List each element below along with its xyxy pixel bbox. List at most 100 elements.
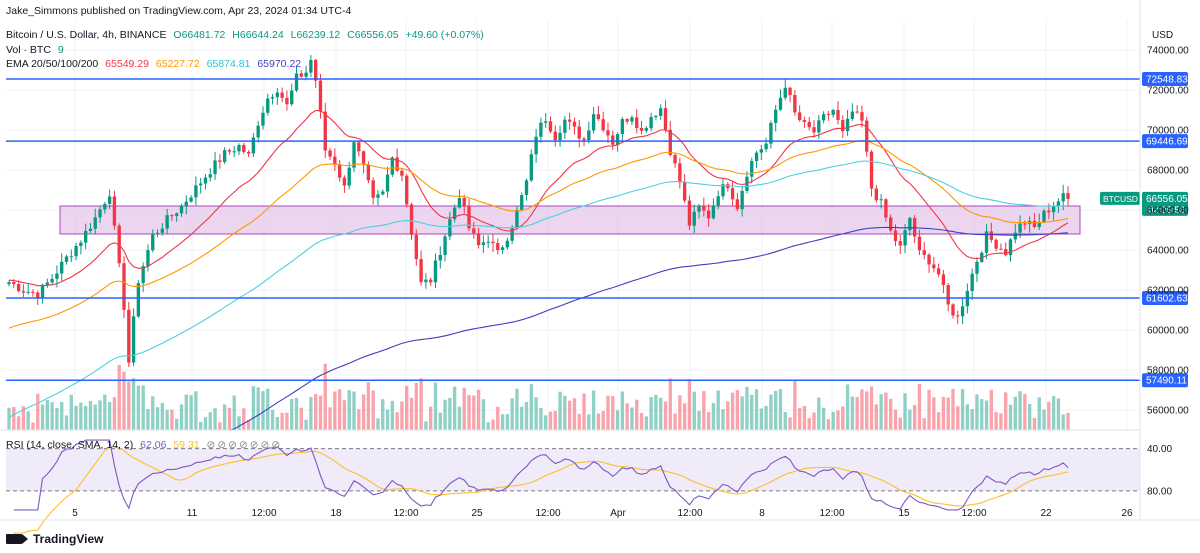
volume-bar	[7, 407, 11, 430]
price-tick-label: 64000.00	[1147, 246, 1189, 257]
candle-body	[136, 283, 141, 317]
candle-body	[16, 284, 21, 292]
volume-bar	[165, 409, 169, 430]
candle-body	[769, 122, 773, 144]
rsi-tick-label: 40.00	[1147, 444, 1172, 455]
candle-body	[175, 213, 179, 216]
volume-bar	[659, 397, 663, 430]
time-axis: 5 11 12:00 18 12:00 25 12:00 Apr 12:00 8 12:00 15 12…	[72, 508, 1133, 519]
volume-bar	[371, 390, 375, 430]
candle-body	[884, 199, 888, 218]
candle-body	[596, 114, 601, 120]
candle-body	[893, 230, 898, 242]
volume-bar	[941, 396, 946, 430]
volume-bar	[309, 397, 313, 430]
volume-bar	[395, 412, 399, 430]
candle-body	[107, 196, 112, 204]
candle-body	[620, 119, 625, 135]
volume-bar	[419, 378, 423, 430]
volume-bar	[697, 410, 701, 430]
symbol-line[interactable]: Bitcoin / U.S. Dollar, 4h, BINANCE O6648…	[6, 29, 488, 42]
candle-body	[251, 137, 256, 154]
volume-bar	[98, 400, 102, 430]
candle-body	[1032, 220, 1037, 228]
volume-bar	[611, 395, 615, 430]
price-tick-label: 56000.00	[1147, 406, 1189, 417]
rsi-legend[interactable]: RSI (14, close, SMA, 14, 2) 62.06 59.31 …	[6, 439, 286, 452]
volume-bar	[36, 393, 40, 430]
volume-bar	[668, 378, 672, 430]
candle-body	[424, 279, 428, 283]
volume-bar	[821, 407, 826, 430]
candle-body	[400, 170, 404, 176]
volume-bar	[917, 384, 922, 430]
candle-body	[946, 285, 950, 305]
volume-bar	[352, 391, 356, 430]
volume-bar	[194, 391, 198, 430]
level-label-bg	[1142, 134, 1188, 149]
candle-body	[165, 215, 169, 229]
candle-body	[711, 205, 716, 219]
ema-legend[interactable]: EMA 20/50/100/200 65549.29 65227.72 6587…	[6, 58, 305, 71]
publisher-text: Jake_Simmons published on TradingView.co…	[6, 5, 352, 17]
volume-bar	[529, 384, 533, 430]
candle-body	[246, 151, 251, 154]
candle-body	[515, 209, 519, 228]
rsi-sma-line	[13, 446, 1069, 534]
volume-bar	[889, 398, 893, 430]
volume-bar	[922, 418, 926, 430]
volume-bar	[55, 408, 59, 430]
candle-body	[807, 121, 811, 128]
symbol-title[interactable]: Bitcoin / U.S. Dollar, 4h, BINANCE	[6, 29, 167, 41]
volume-bar	[390, 400, 395, 430]
volume-bar	[960, 389, 965, 430]
volume-bar	[797, 408, 802, 430]
last-price-label: 66556.05	[1146, 194, 1188, 205]
volume-bar	[318, 395, 323, 430]
volume-bar	[361, 394, 366, 430]
volume-legend[interactable]: Vol · BTC 9	[6, 44, 68, 57]
volume-bar	[845, 384, 850, 430]
volume-bar	[807, 418, 811, 430]
volume-bar	[333, 391, 337, 430]
volume-bar	[745, 386, 749, 430]
candles	[7, 55, 1070, 368]
candle-body	[860, 112, 864, 121]
rsi-placeholder-icons: ⊘⊘⊘⊘⊘⊘⊘	[206, 439, 283, 451]
volume-bar	[620, 391, 625, 430]
volume-bar	[275, 416, 280, 430]
candle-body	[64, 256, 69, 262]
candle-body	[999, 248, 1003, 250]
candle-body	[678, 163, 682, 183]
candle-body	[639, 127, 644, 131]
candle-body	[553, 131, 557, 141]
candle-body	[659, 108, 663, 116]
volume-bar	[869, 386, 874, 430]
candle-body	[79, 242, 83, 247]
candle-body	[850, 111, 855, 119]
volume-bar	[246, 419, 251, 430]
candle-body	[467, 206, 471, 229]
candle-body	[299, 73, 303, 77]
candle-body	[40, 284, 45, 299]
candle-body	[83, 230, 88, 243]
candle-body	[615, 134, 620, 145]
candle-body	[855, 111, 859, 113]
candle-body	[337, 164, 342, 178]
rsi-line	[13, 439, 1069, 511]
volume-bar	[103, 394, 107, 430]
volume-bar	[1056, 398, 1061, 430]
volume-bar	[1023, 393, 1027, 430]
tradingview-icon	[6, 534, 28, 544]
time-tick-label: 12:00	[535, 508, 560, 519]
candle-body	[505, 240, 510, 248]
candle-body	[716, 196, 720, 206]
tradingview-logo[interactable]: TradingView	[6, 532, 103, 546]
volume-bar	[256, 387, 260, 430]
volume-bar	[203, 417, 208, 430]
candle-body	[1061, 193, 1065, 202]
volume-bar	[31, 422, 35, 430]
volume-bar	[481, 399, 486, 430]
candle-body	[889, 217, 893, 231]
